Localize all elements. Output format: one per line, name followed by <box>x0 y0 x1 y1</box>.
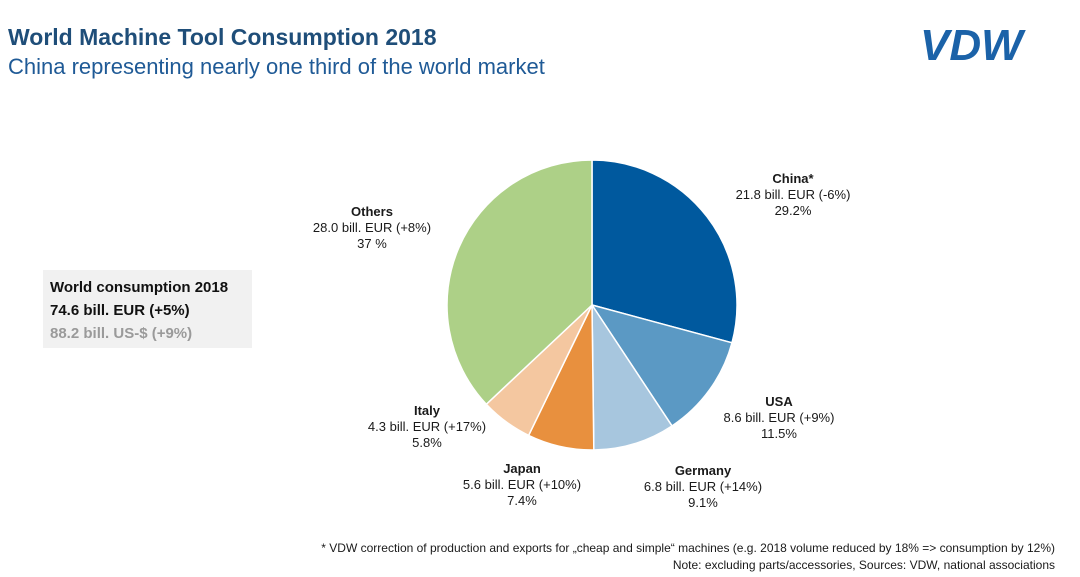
pie-slice-china <box>591 159 738 344</box>
world-consumption-usd: 88.2 bill. US-$ (+9%) <box>50 325 193 342</box>
slice-name: Italy <box>413 403 440 418</box>
pie-slice-usa <box>590 303 733 427</box>
slice-label-others: Others 28.0 bill. EUR (+8%) 37 % <box>297 204 447 252</box>
world-consumption-eur: 74.6 bill. EUR (+5%) <box>50 302 190 319</box>
slice-label-china: China* 21.8 bill. EUR (-6%) 29.2% <box>718 171 868 219</box>
slice-percent: 29.2% <box>774 203 812 218</box>
slice-name: Germany <box>674 463 732 478</box>
slice-name: Others <box>351 204 393 219</box>
page-title: World Machine Tool Consumption 2018 <box>8 24 437 50</box>
footnotes: * VDW correction of production and expor… <box>321 540 1055 574</box>
slice-label-japan: Japan 5.6 bill. EUR (+10%) 7.4% <box>442 461 602 509</box>
slice-name: China* <box>772 171 814 186</box>
slice-percent: 7.4% <box>507 493 537 508</box>
slice-percent: 9.1% <box>688 495 718 510</box>
page-subtitle: China representing nearly one third of t… <box>8 54 545 79</box>
slice-label-germany: Germany 6.8 bill. EUR (+14%) 9.1% <box>623 463 783 511</box>
slice-value: 21.8 bill. EUR (-6%) <box>735 187 851 202</box>
slice-value: 6.8 bill. EUR (+14%) <box>643 479 763 494</box>
slice-label-usa: USA 8.6 bill. EUR (+9%) 11.5% <box>704 394 854 442</box>
slice-value: 4.3 bill. EUR (+17%) <box>367 419 487 434</box>
slice-name: Japan <box>503 461 541 476</box>
footnote-sources: Note: excluding parts/accessories, Sourc… <box>672 558 1055 572</box>
vdw-logo: VDW <box>920 21 1026 66</box>
slice-label-italy: Italy 4.3 bill. EUR (+17%) 5.8% <box>350 403 504 451</box>
slice-value: 5.6 bill. EUR (+10%) <box>462 477 582 492</box>
slice-percent: 37 % <box>357 236 387 251</box>
slice-name: USA <box>765 394 793 409</box>
vdw-logo-text: VDW <box>920 21 1026 66</box>
slice-value: 28.0 bill. EUR (+8%) <box>312 220 432 235</box>
world-consumption-label: World consumption 2018 <box>50 279 229 296</box>
pie-slice-others <box>446 159 593 406</box>
world-consumption-box: World consumption 2018 74.6 bill. EUR (+… <box>43 270 252 348</box>
slice-percent: 11.5% <box>761 426 797 441</box>
pie-slice-germany <box>591 302 674 451</box>
footnote-correction: * VDW correction of production and expor… <box>321 541 1055 555</box>
slice-value: 8.6 bill. EUR (+9%) <box>723 410 835 425</box>
slice-percent: 5.8% <box>412 435 442 450</box>
